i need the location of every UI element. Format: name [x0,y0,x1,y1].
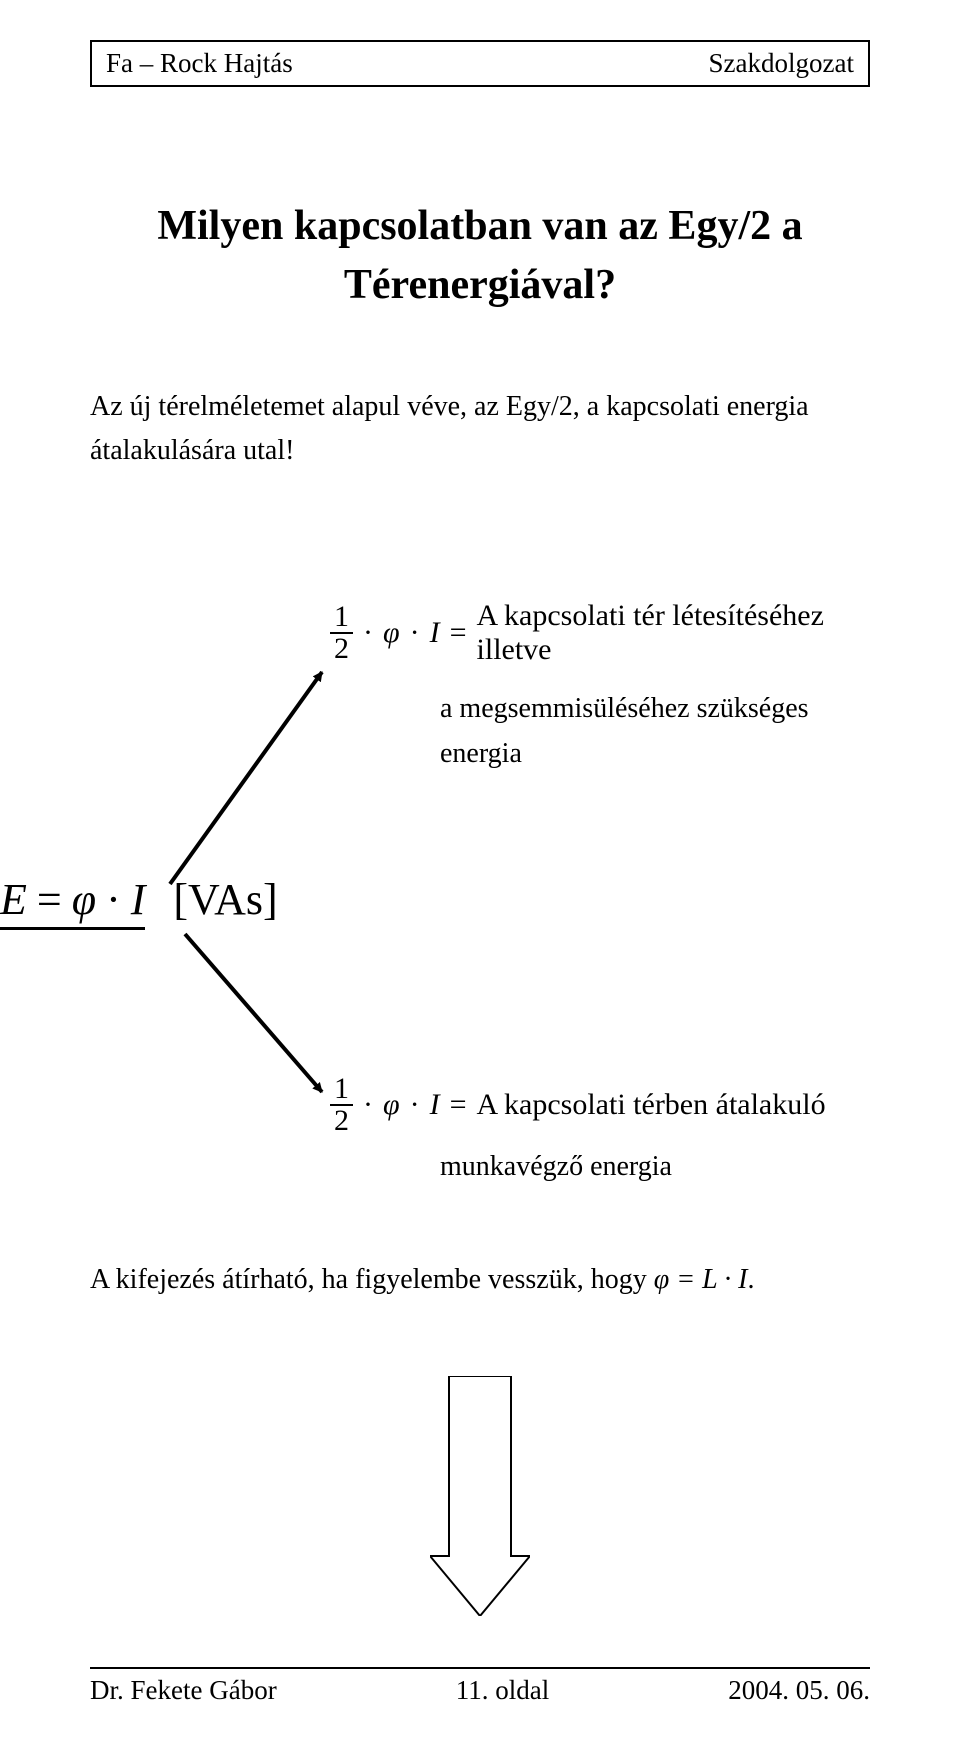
page-footer: Dr. Fekete Gábor 11. oldal 2004. 05. 06. [90,1667,870,1706]
intro-paragraph: Az új térelméletemet alapul véve, az Egy… [90,385,870,475]
down-arrow-container [90,1376,870,1621]
footer-left: Dr. Fekete Gábor [90,1675,277,1706]
diagram-arrows-icon [90,484,870,1244]
rewrite-pre: A kifejezés átírható, ha figyelembe vess… [90,1264,654,1295]
eq-equals: = [37,874,62,925]
title-line-2: Térenergiával? [344,262,616,308]
energy-diagram: E = φ · I [VAs] 1 2 · φ · I = A kapcsola… [90,484,870,1244]
footer-center: 11. oldal [456,1675,550,1706]
footer-right: 2004. 05. 06. [728,1675,870,1706]
header-left: Fa – Rock Hajtás [106,48,293,79]
header-right: Szakdolgozat [709,48,854,79]
title-line-1: Milyen kapcsolatban van az Egy/2 a [157,203,802,249]
rewrite-eq: φ = L · I [654,1264,748,1295]
rewrite-post: . [748,1264,755,1295]
eq-E: E [0,874,27,925]
rewrite-sentence: A kifejezés átírható, ha figyelembe vess… [90,1264,870,1296]
page-title: Milyen kapcsolatban van az Egy/2 a Téren… [90,197,870,315]
down-arrow-icon [430,1376,530,1616]
page-header: Fa – Rock Hajtás Szakdolgozat [90,40,870,87]
